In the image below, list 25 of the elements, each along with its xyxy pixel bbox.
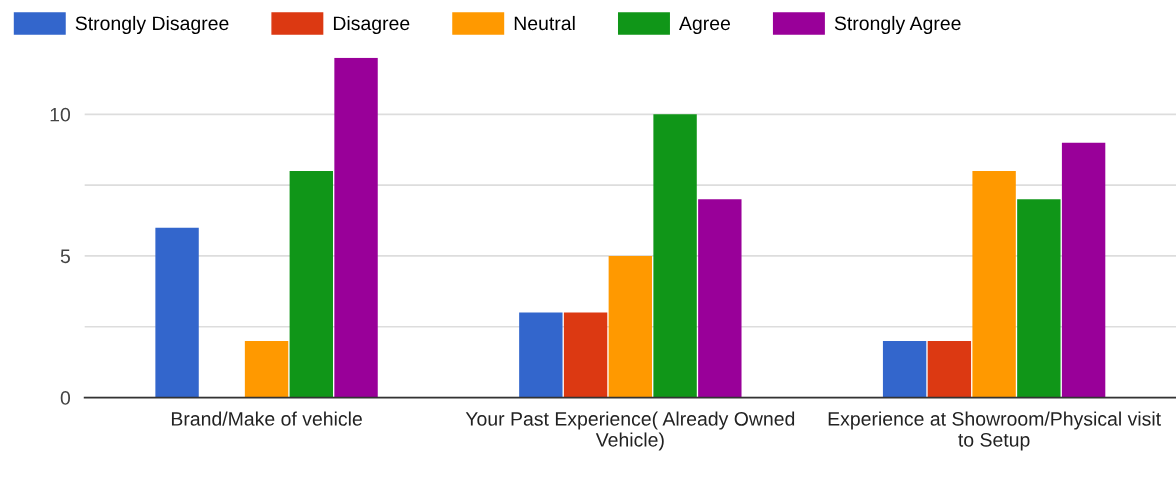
bar	[155, 227, 199, 398]
bar	[1017, 199, 1061, 398]
bar	[563, 312, 608, 398]
legend-label: Strongly Disagree	[75, 15, 229, 35]
bar	[698, 199, 742, 398]
legend-label: Agree	[679, 16, 730, 35]
bar	[972, 170, 1016, 398]
x-tick-label: Brand/Make of vehicle	[171, 411, 362, 426]
x-tick-label: Experience at Showroom/Physical visit to Setup	[828, 411, 1161, 451]
bar	[882, 340, 927, 398]
bar	[927, 340, 972, 398]
y-tick-label: 0	[60, 391, 71, 405]
bar	[289, 170, 334, 398]
legend-label: Disagree	[333, 15, 410, 35]
bar	[653, 114, 697, 398]
legend-label: Neutral	[514, 15, 575, 31]
bar	[519, 312, 563, 398]
x-tick-label: Your Past Experience( Already Owned Vehicle)	[465, 411, 795, 451]
bar	[608, 255, 653, 398]
y-tick-label: 5	[60, 249, 70, 264]
legend-label: Strongly Agree	[834, 15, 961, 35]
bar	[334, 57, 378, 398]
y-tick-label: 10	[50, 107, 71, 122]
bar	[244, 340, 289, 398]
bar	[1061, 142, 1106, 398]
